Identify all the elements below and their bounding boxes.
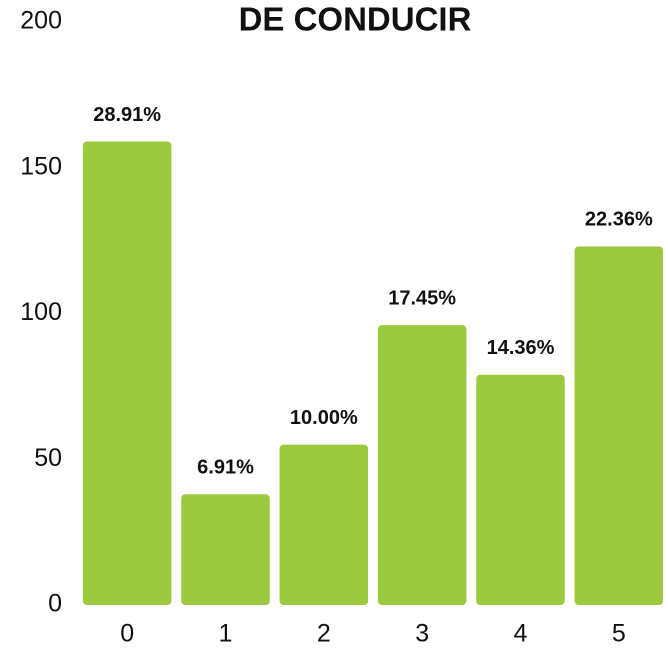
x-tick-label: 4 xyxy=(514,620,528,648)
bar xyxy=(279,444,369,605)
x-tick-label: 1 xyxy=(219,620,233,648)
y-tick-label: 200 xyxy=(20,7,62,35)
chart-title: DE CONDUCIR xyxy=(239,1,472,38)
bar-label: 10.00% xyxy=(290,407,358,429)
bar xyxy=(574,246,664,605)
bar-label: 22.36% xyxy=(585,209,653,231)
x-tick-label: 2 xyxy=(317,620,331,648)
y-tick-label: 100 xyxy=(20,298,62,326)
bar-label: 6.91% xyxy=(197,457,254,479)
x-tick-label: 3 xyxy=(415,620,429,648)
x-tick-label: 5 xyxy=(612,620,626,648)
y-tick-label: 50 xyxy=(34,444,62,472)
y-tick-label: 0 xyxy=(48,590,62,618)
bar xyxy=(82,141,172,605)
bar-label: 28.91% xyxy=(93,104,161,126)
bar xyxy=(377,325,467,605)
bar xyxy=(476,374,565,605)
bar-label: 17.45% xyxy=(388,287,456,309)
bar-label: 14.36% xyxy=(487,337,555,359)
bar xyxy=(181,494,270,605)
x-tick-label: 0 xyxy=(120,620,134,648)
y-tick-label: 150 xyxy=(20,152,62,180)
